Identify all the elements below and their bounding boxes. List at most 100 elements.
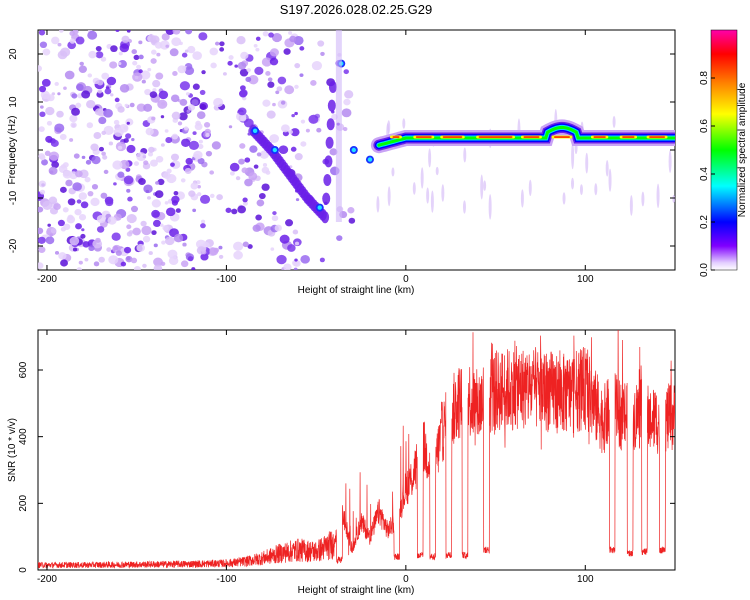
spectrogram-noise-blob (275, 90, 280, 95)
spectrogram-noise-blob (80, 233, 86, 239)
spectrogram-track-blob (327, 99, 336, 112)
spectrogram-noise-blob (126, 224, 132, 230)
spectrogram-noise-blob (74, 208, 82, 216)
spectrogram-noise-blob (38, 65, 42, 72)
spectrogram-noise-blob (117, 171, 125, 178)
spectrogram-noise-blob (119, 84, 130, 93)
spectrogram-smudge (571, 177, 575, 190)
spectrogram-noise-blob (348, 217, 356, 224)
spectrogram-noise-blob (292, 229, 299, 235)
spectrogram-track-blob (321, 211, 330, 224)
spectrogram-noise-blob (124, 103, 129, 108)
spectrogram-noise-blob (269, 48, 279, 57)
spectrogram-noise-blob (60, 47, 71, 57)
spectrogram-noise-blob (164, 129, 169, 133)
spectrogram-noise-blob (240, 51, 249, 60)
spectrogram-noise-blob (171, 133, 179, 140)
spectrogram-noise-blob (288, 129, 293, 135)
spectrogram-noise-blob (274, 224, 282, 232)
spectrogram-smudge (391, 167, 395, 177)
spectrogram-noise-blob (320, 51, 325, 56)
spectrogram-noise-blob (101, 72, 110, 80)
spectrogram-noise-blob (141, 225, 152, 236)
spectrogram-noise-blob (100, 192, 108, 199)
spectrogram-noise-blob (317, 40, 325, 47)
spectrogram-noise-blob (151, 199, 161, 208)
spectrogram-noise-blob (58, 252, 67, 260)
spectrogram-noise-blob (234, 64, 239, 68)
spectrogram-noise-blob (38, 30, 46, 36)
spectrogram-noise-blob (67, 214, 74, 220)
spectrogram-noise-blob (38, 180, 47, 188)
spectrogram-track-blob (323, 174, 332, 186)
spectrogram-noise-blob (147, 67, 152, 72)
spectrogram-noise-blob (277, 76, 287, 85)
spectrogram-noise-blob (105, 198, 114, 207)
spectrogram-noise-blob (186, 109, 191, 113)
spectrogram-noise-blob (214, 41, 220, 46)
spectrogram-noise-blob (118, 51, 123, 56)
spectrogram-noise-blob (197, 157, 205, 165)
spectrogram-noise-blob (81, 228, 85, 232)
spectrogram-noise-blob (96, 214, 106, 224)
spectrogram-noise-blob (271, 215, 279, 222)
spectrogram-noise-blob (344, 90, 354, 99)
spectrogram-smudge (656, 183, 660, 209)
spectrogram-noise-blob (69, 38, 76, 44)
spectrogram-noise-blob (126, 231, 133, 237)
spectrogram-noise-blob (168, 256, 179, 265)
spectrogram-noise-blob (117, 106, 125, 113)
spectrogram-y-tick-label: 10 (8, 96, 19, 108)
spectrogram-noise-blob (233, 250, 243, 260)
spectrogram-noise-blob (149, 91, 158, 99)
spectrogram-noise-blob (170, 153, 179, 161)
spectrogram-noise-blob (84, 176, 91, 183)
spectrogram-noise-blob (78, 65, 87, 73)
spectrogram-noise-blob (225, 207, 232, 213)
spectrogram-noise-blob (103, 108, 113, 118)
spectrogram-noise-blob (140, 220, 147, 227)
spectrogram-noise-blob (131, 49, 137, 55)
spectrogram-noise-blob (255, 47, 260, 52)
spectrogram-noise-blob (152, 219, 161, 228)
spectrogram-noise-blob (171, 200, 179, 206)
spectrogram-noise-blob (200, 223, 206, 229)
spectrogram-noise-blob (242, 241, 249, 248)
spectrogram-noise-blob (63, 223, 71, 230)
spectrogram-noise-blob (150, 58, 157, 64)
spectrogram-noise-blob (81, 90, 91, 99)
spectrogram-noise-blob (343, 98, 351, 106)
spectrogram-noise-blob (90, 143, 99, 152)
spectrogram-noise-blob (181, 138, 191, 147)
spectrogram-noise-blob (242, 201, 248, 206)
spectrogram-noise-blob (39, 41, 48, 49)
spectrogram-noise-blob (115, 30, 120, 33)
spectrogram-noise-blob (110, 93, 114, 97)
spectrogram-noise-blob (123, 125, 128, 130)
spectrogram-smudge (571, 143, 575, 170)
spectrogram-noise-blob (166, 174, 177, 184)
spectrogram-noise-blob (144, 88, 152, 96)
spectrogram-noise-blob (191, 99, 199, 106)
spectrogram-bright-spot-inner (367, 157, 373, 162)
spectrogram-noise-blob (155, 155, 164, 163)
colorbar: 0.0 0.2 0.4 0.6 0.8 Normalized spectral ampl… (699, 29, 748, 277)
spectrogram-noise-blob (249, 145, 258, 153)
spectrogram-smudge (528, 179, 532, 196)
spectrogram-noise-blob (216, 194, 223, 201)
spectrogram-noise-blob (113, 182, 117, 186)
spectrogram-noise-blob (272, 211, 277, 216)
spectrogram-noise-blob (81, 155, 86, 159)
spectrogram-noise-blob (266, 110, 276, 119)
spectrogram-noise-blob (87, 190, 94, 197)
spectrogram-noise-blob (294, 63, 301, 69)
spectrogram-smudge (387, 120, 391, 134)
spectrogram-noise-blob (291, 114, 295, 118)
spectrogram-noise-blob (177, 65, 187, 74)
spectrogram-smudge (672, 194, 675, 203)
spectrogram-noise-blob (75, 223, 82, 230)
spectrogram-noise-blob (63, 86, 67, 90)
spectrogram-noise-blob (269, 134, 280, 143)
spectrogram-noise-blob (184, 167, 192, 175)
